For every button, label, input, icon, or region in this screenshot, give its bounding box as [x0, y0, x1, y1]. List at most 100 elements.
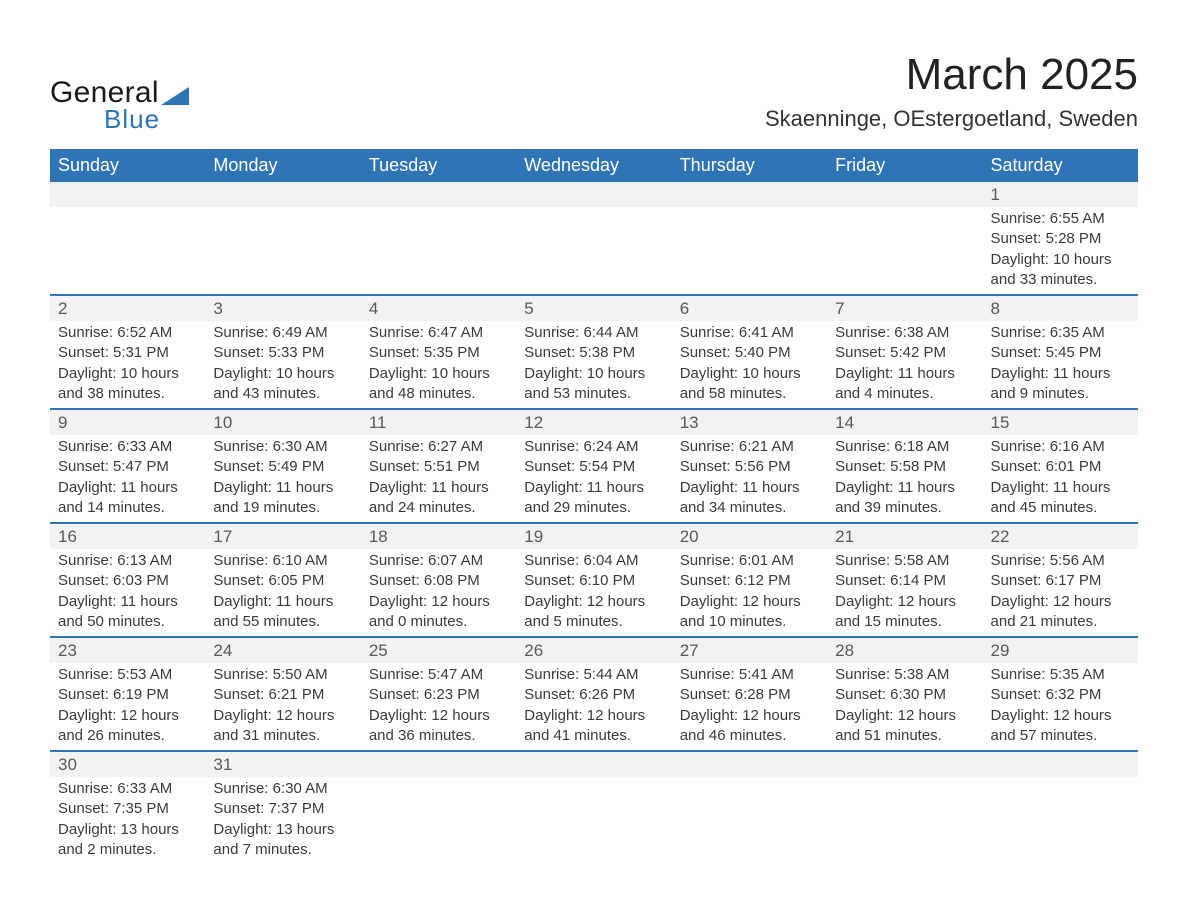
day-number-cell: 13 [672, 409, 827, 435]
day-number-cell: 23 [50, 637, 205, 663]
weekday-header: Wednesday [516, 149, 671, 182]
day-detail-cell [205, 207, 360, 295]
day-number-cell [50, 182, 205, 207]
day-detail-cell: Sunrise: 6:38 AMSunset: 5:42 PMDaylight:… [827, 321, 982, 409]
day-detail-cell: Sunrise: 6:24 AMSunset: 5:54 PMDaylight:… [516, 435, 671, 523]
day-number-cell: 11 [361, 409, 516, 435]
day-detail-cell: Sunrise: 6:07 AMSunset: 6:08 PMDaylight:… [361, 549, 516, 637]
day-detail-cell [361, 777, 516, 864]
day-number-row: 9101112131415 [50, 409, 1138, 435]
day-number-cell: 14 [827, 409, 982, 435]
day-number-cell: 1 [983, 182, 1138, 207]
day-detail-cell: Sunrise: 6:13 AMSunset: 6:03 PMDaylight:… [50, 549, 205, 637]
day-detail-cell: Sunrise: 6:33 AMSunset: 5:47 PMDaylight:… [50, 435, 205, 523]
day-number-cell: 21 [827, 523, 982, 549]
day-number-cell [205, 182, 360, 207]
day-detail-cell: Sunrise: 5:53 AMSunset: 6:19 PMDaylight:… [50, 663, 205, 751]
day-detail-row: Sunrise: 5:53 AMSunset: 6:19 PMDaylight:… [50, 663, 1138, 751]
day-number-cell: 3 [205, 295, 360, 321]
day-number-cell: 12 [516, 409, 671, 435]
day-number-row: 23242526272829 [50, 637, 1138, 663]
day-number-cell: 22 [983, 523, 1138, 549]
page-title: March 2025 [765, 50, 1138, 100]
day-detail-cell [983, 777, 1138, 864]
day-detail-cell [50, 207, 205, 295]
day-detail-cell: Sunrise: 6:44 AMSunset: 5:38 PMDaylight:… [516, 321, 671, 409]
day-detail-cell: Sunrise: 5:58 AMSunset: 6:14 PMDaylight:… [827, 549, 982, 637]
weekday-header: Monday [205, 149, 360, 182]
day-detail-row: Sunrise: 6:33 AMSunset: 7:35 PMDaylight:… [50, 777, 1138, 864]
day-number-cell [827, 751, 982, 777]
day-number-cell: 9 [50, 409, 205, 435]
day-number-row: 16171819202122 [50, 523, 1138, 549]
day-number-cell: 31 [205, 751, 360, 777]
day-number-cell: 15 [983, 409, 1138, 435]
weekday-header: Friday [827, 149, 982, 182]
day-detail-cell: Sunrise: 6:01 AMSunset: 6:12 PMDaylight:… [672, 549, 827, 637]
day-detail-cell: Sunrise: 6:55 AMSunset: 5:28 PMDaylight:… [983, 207, 1138, 295]
day-detail-cell: Sunrise: 5:44 AMSunset: 6:26 PMDaylight:… [516, 663, 671, 751]
day-detail-cell: Sunrise: 6:10 AMSunset: 6:05 PMDaylight:… [205, 549, 360, 637]
day-detail-row: Sunrise: 6:13 AMSunset: 6:03 PMDaylight:… [50, 549, 1138, 637]
day-number-cell: 20 [672, 523, 827, 549]
day-detail-cell: Sunrise: 6:47 AMSunset: 5:35 PMDaylight:… [361, 321, 516, 409]
day-detail-cell [361, 207, 516, 295]
day-number-cell: 17 [205, 523, 360, 549]
day-number-cell: 5 [516, 295, 671, 321]
day-number-row: 3031 [50, 751, 1138, 777]
day-detail-cell: Sunrise: 5:50 AMSunset: 6:21 PMDaylight:… [205, 663, 360, 751]
day-detail-cell: Sunrise: 5:41 AMSunset: 6:28 PMDaylight:… [672, 663, 827, 751]
day-number-cell [361, 182, 516, 207]
day-number-cell: 25 [361, 637, 516, 663]
calendar-table: Sunday Monday Tuesday Wednesday Thursday… [50, 149, 1138, 864]
day-number-cell [672, 751, 827, 777]
logo-text-blue: Blue [104, 104, 189, 135]
day-detail-row: Sunrise: 6:33 AMSunset: 5:47 PMDaylight:… [50, 435, 1138, 523]
day-detail-cell: Sunrise: 6:27 AMSunset: 5:51 PMDaylight:… [361, 435, 516, 523]
day-detail-cell [672, 777, 827, 864]
day-number-cell [983, 751, 1138, 777]
day-detail-cell: Sunrise: 6:30 AMSunset: 5:49 PMDaylight:… [205, 435, 360, 523]
day-detail-cell: Sunrise: 5:47 AMSunset: 6:23 PMDaylight:… [361, 663, 516, 751]
weekday-header: Thursday [672, 149, 827, 182]
weekday-header: Sunday [50, 149, 205, 182]
day-number-row: 1 [50, 182, 1138, 207]
day-detail-cell: Sunrise: 6:49 AMSunset: 5:33 PMDaylight:… [205, 321, 360, 409]
day-detail-cell: Sunrise: 6:41 AMSunset: 5:40 PMDaylight:… [672, 321, 827, 409]
day-number-cell [827, 182, 982, 207]
day-number-cell: 2 [50, 295, 205, 321]
day-number-cell: 30 [50, 751, 205, 777]
logo: General Blue [50, 76, 189, 135]
day-number-cell: 24 [205, 637, 360, 663]
day-detail-cell: Sunrise: 6:16 AMSunset: 6:01 PMDaylight:… [983, 435, 1138, 523]
day-detail-cell: Sunrise: 6:18 AMSunset: 5:58 PMDaylight:… [827, 435, 982, 523]
day-detail-cell: Sunrise: 6:21 AMSunset: 5:56 PMDaylight:… [672, 435, 827, 523]
day-number-cell [361, 751, 516, 777]
day-number-cell: 18 [361, 523, 516, 549]
day-number-cell: 8 [983, 295, 1138, 321]
day-number-cell [672, 182, 827, 207]
day-detail-cell: Sunrise: 5:56 AMSunset: 6:17 PMDaylight:… [983, 549, 1138, 637]
day-number-cell: 27 [672, 637, 827, 663]
day-detail-cell: Sunrise: 6:35 AMSunset: 5:45 PMDaylight:… [983, 321, 1138, 409]
day-detail-cell [827, 777, 982, 864]
day-detail-cell: Sunrise: 6:30 AMSunset: 7:37 PMDaylight:… [205, 777, 360, 864]
day-number-cell: 4 [361, 295, 516, 321]
weekday-header-row: Sunday Monday Tuesday Wednesday Thursday… [50, 149, 1138, 182]
day-detail-cell [516, 207, 671, 295]
day-detail-row: Sunrise: 6:52 AMSunset: 5:31 PMDaylight:… [50, 321, 1138, 409]
day-number-cell: 26 [516, 637, 671, 663]
day-detail-row: Sunrise: 6:55 AMSunset: 5:28 PMDaylight:… [50, 207, 1138, 295]
day-detail-cell: Sunrise: 6:52 AMSunset: 5:31 PMDaylight:… [50, 321, 205, 409]
day-detail-cell [516, 777, 671, 864]
day-number-cell: 10 [205, 409, 360, 435]
day-number-cell: 19 [516, 523, 671, 549]
weekday-header: Saturday [983, 149, 1138, 182]
day-number-cell: 28 [827, 637, 982, 663]
weekday-header: Tuesday [361, 149, 516, 182]
day-number-cell [516, 182, 671, 207]
day-detail-cell [672, 207, 827, 295]
day-number-cell: 16 [50, 523, 205, 549]
day-detail-cell: Sunrise: 6:04 AMSunset: 6:10 PMDaylight:… [516, 549, 671, 637]
page-subtitle: Skaenninge, OEstergoetland, Sweden [765, 106, 1138, 132]
